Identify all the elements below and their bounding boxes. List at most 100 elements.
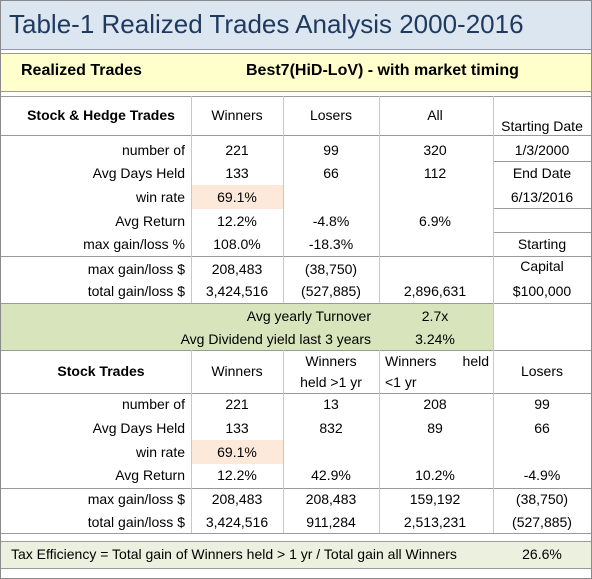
side-info: 1/3/2000: [514, 142, 570, 158]
cell-value: 832: [319, 420, 343, 436]
row-label: max gain/loss %: [83, 236, 185, 252]
column-header: Losers: [309, 107, 353, 123]
cell-value: 42.9%: [311, 467, 351, 483]
column-header: Stock & Hedge Trades: [27, 107, 175, 123]
summary-label: Avg Dividend yield last 3 years: [180, 331, 371, 347]
row-border: [1, 350, 591, 351]
column-header: Losers: [520, 363, 564, 379]
cell-value: 208,483: [211, 261, 263, 277]
cell-value: 3,424,516: [205, 514, 269, 530]
cell-value: 2,513,231: [403, 514, 467, 530]
row-border: [1, 91, 591, 92]
cell-value: 221: [225, 142, 249, 158]
column-header: Winners: [385, 353, 437, 369]
cell-value: 159,192: [409, 491, 461, 507]
row-border: [1, 256, 591, 257]
cell-value: 133: [225, 165, 249, 181]
row-label: Avg Days Held: [92, 420, 185, 436]
cell-value: (527,885): [512, 514, 572, 530]
column-header: Winners: [211, 363, 263, 379]
column-border: [283, 350, 284, 533]
cell-value: 221: [225, 396, 249, 412]
row-label: total gain/loss $: [87, 514, 185, 530]
highlight: [191, 185, 283, 209]
row-label: max gain/loss $: [87, 491, 185, 507]
row-border: [1, 96, 591, 97]
cell-value: 320: [423, 142, 447, 158]
column-header: <1 yr: [385, 374, 417, 390]
cell-value: 911,284: [306, 514, 356, 530]
cell-value: 99: [323, 142, 339, 158]
column-border: [379, 96, 380, 303]
summary-value: 3.24%: [415, 331, 455, 347]
row-border: [1, 49, 591, 50]
cell-value: 133: [225, 420, 249, 436]
row-border: [1, 393, 591, 394]
cell-value: 99: [534, 396, 550, 412]
cell-value: 208,483: [211, 491, 263, 507]
row-label: total gain/loss $: [87, 283, 185, 299]
cell-value: 208: [423, 396, 447, 412]
column-header: Winners: [211, 107, 263, 123]
cell-value: 69.1%: [217, 189, 257, 205]
cell-value: (38,750): [304, 261, 358, 277]
row-label: number of: [121, 142, 185, 158]
row-border: [1, 53, 591, 54]
row-border: [1, 135, 591, 136]
row-border: [1, 541, 591, 542]
row-label: number of: [121, 396, 185, 412]
side-info: End Date: [512, 165, 572, 181]
cell-value: 12.2%: [217, 213, 257, 229]
column-header: held: [462, 353, 489, 369]
cell-value: 66: [323, 165, 339, 181]
cell-value: (527,885): [301, 283, 361, 299]
summary-value: 2.7x: [421, 308, 449, 324]
column-header: All: [427, 107, 443, 123]
title: Table-1 Realized Trades Analysis 2000-20…: [9, 9, 524, 39]
cell-value: -4.8%: [312, 213, 350, 229]
side-info: 6/13/2016: [510, 189, 574, 205]
subtitle-band: [1, 53, 591, 91]
side-info: $100,000: [512, 283, 572, 299]
row-border: [1, 533, 591, 534]
cell-value: 89: [427, 420, 443, 436]
side-info: Starting: [517, 236, 567, 252]
cell-value: 2,896,631: [403, 283, 467, 299]
cell-value: 13: [323, 396, 339, 412]
cell-value: 69.1%: [217, 444, 257, 460]
side-info: Capital: [520, 258, 564, 274]
row-border: [493, 232, 591, 233]
column-border: [493, 350, 494, 533]
row-border: [1, 568, 591, 569]
column-border: [191, 350, 192, 533]
subtitle-strategy: Best7(HiD-LoV) - with market timing: [246, 62, 519, 79]
row-border: [493, 208, 591, 209]
cell-value: 6.9%: [419, 213, 451, 229]
highlight: [191, 440, 283, 464]
row-label: win rate: [135, 189, 185, 205]
footer-value: 26.6%: [522, 546, 562, 562]
cell-value: (38,750): [515, 491, 569, 507]
cell-value: 112: [423, 165, 447, 181]
cell-value: 108.0%: [213, 236, 261, 252]
footer-label: Tax Efficiency = Total gain of Winners h…: [11, 546, 457, 562]
cell-value: 10.2%: [415, 467, 455, 483]
column-header: held >1 yr: [300, 374, 362, 390]
side-info: Starting Date: [501, 118, 583, 134]
cell-value: 12.2%: [217, 467, 257, 483]
cell-value: 208,483: [305, 491, 357, 507]
row-label: max gain/loss $: [87, 261, 185, 277]
cell-value: -18.3%: [308, 236, 354, 252]
column-border: [283, 96, 284, 303]
row-border: [1, 488, 591, 489]
column-border: [191, 96, 192, 303]
column-border: [493, 96, 494, 350]
cell-value: -4.9%: [523, 467, 561, 483]
column-header: Stock Trades: [57, 363, 145, 379]
cell-value: 3,424,516: [205, 283, 269, 299]
summary-band: [1, 303, 493, 350]
row-label: win rate: [135, 444, 185, 460]
cell-value: 66: [534, 420, 550, 436]
row-label: Avg Days Held: [92, 165, 185, 181]
